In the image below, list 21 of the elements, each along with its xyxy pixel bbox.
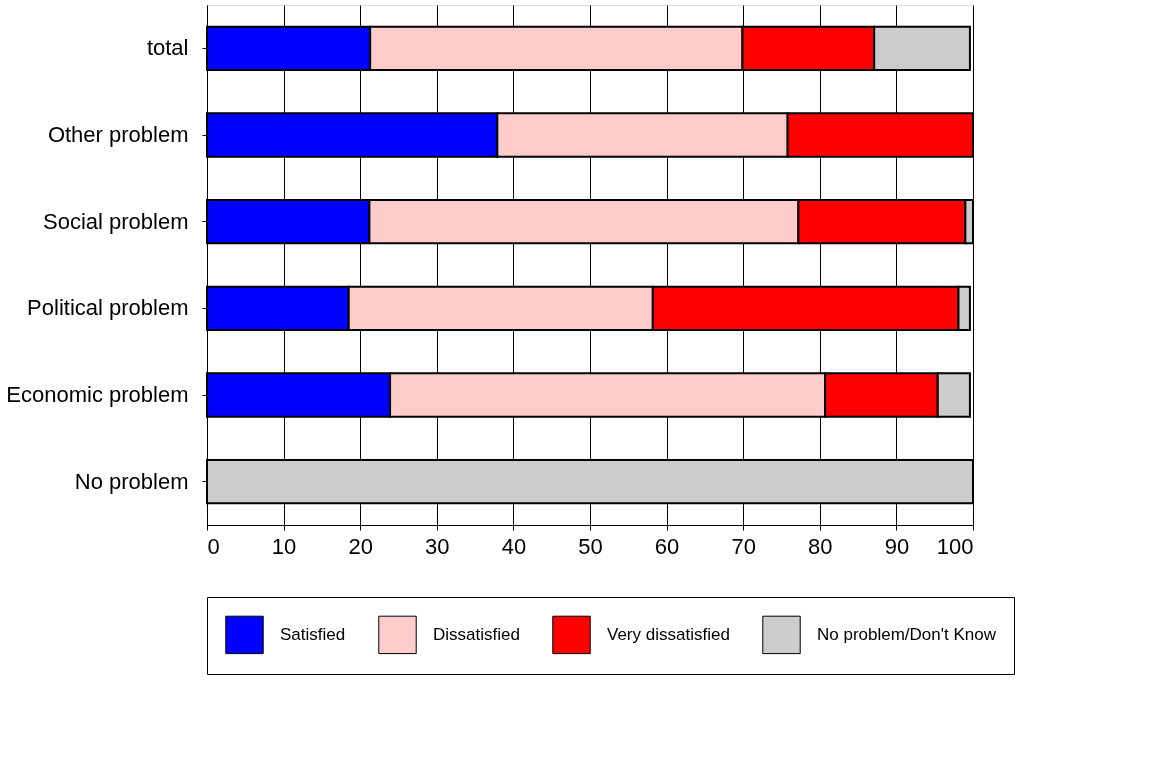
legend-label: Very dissatisfied bbox=[607, 624, 730, 644]
y-tick-label: No problem bbox=[74, 468, 189, 494]
x-tick-label: 50 bbox=[578, 533, 603, 559]
x-tick-label: 30 bbox=[425, 533, 450, 559]
y-tick-label: total bbox=[146, 35, 189, 61]
x-tick-label: 40 bbox=[501, 533, 527, 559]
y-tick-label: Political problem bbox=[27, 295, 189, 321]
legend-label: No problem/Don't Know bbox=[817, 624, 997, 644]
x-tick-label: 100 bbox=[936, 533, 974, 559]
legend-label: Satisfied bbox=[280, 624, 346, 644]
x-tick-label: 20 bbox=[348, 533, 373, 559]
y-tick-label: Social problem bbox=[42, 208, 189, 234]
x-tick-label: 70 bbox=[731, 533, 756, 559]
y-tick-label: Other problem bbox=[47, 122, 189, 147]
x-tick-label: 10 bbox=[271, 533, 297, 559]
x-tick-label: 90 bbox=[884, 533, 910, 559]
x-tick-label: 60 bbox=[654, 533, 680, 559]
x-tick-label: 0 bbox=[207, 533, 220, 559]
legend-label: Dissatisfied bbox=[433, 624, 520, 644]
x-tick-label: 80 bbox=[808, 533, 833, 559]
y-tick-label: Economic problem bbox=[6, 382, 189, 407]
